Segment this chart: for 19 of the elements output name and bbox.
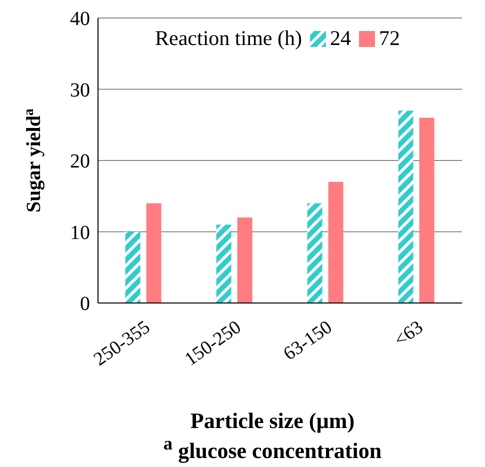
- bar: [146, 203, 162, 303]
- bar: [419, 118, 434, 303]
- x-tick-label: <63: [390, 316, 427, 352]
- bar: [398, 110, 414, 303]
- legend-label: 24: [330, 26, 351, 51]
- y-tick-label: 40: [70, 8, 90, 30]
- bar: [237, 218, 252, 303]
- y-tick-label: 0: [80, 293, 90, 316]
- bar: [307, 203, 322, 303]
- bar: [125, 232, 140, 303]
- y-tick-label: 10: [70, 222, 90, 244]
- legend-label: 72: [378, 26, 400, 51]
- legend-title: Reaction time (h): [155, 26, 302, 51]
- x-axis-title: Particle size (µm): [190, 408, 355, 433]
- y-tick-label: 20: [70, 150, 90, 173]
- bar: [328, 182, 344, 303]
- bar: [216, 224, 232, 303]
- text: $^{a}$ glucose concentration: [163, 434, 382, 464]
- y-tick-label: 30: [70, 79, 90, 102]
